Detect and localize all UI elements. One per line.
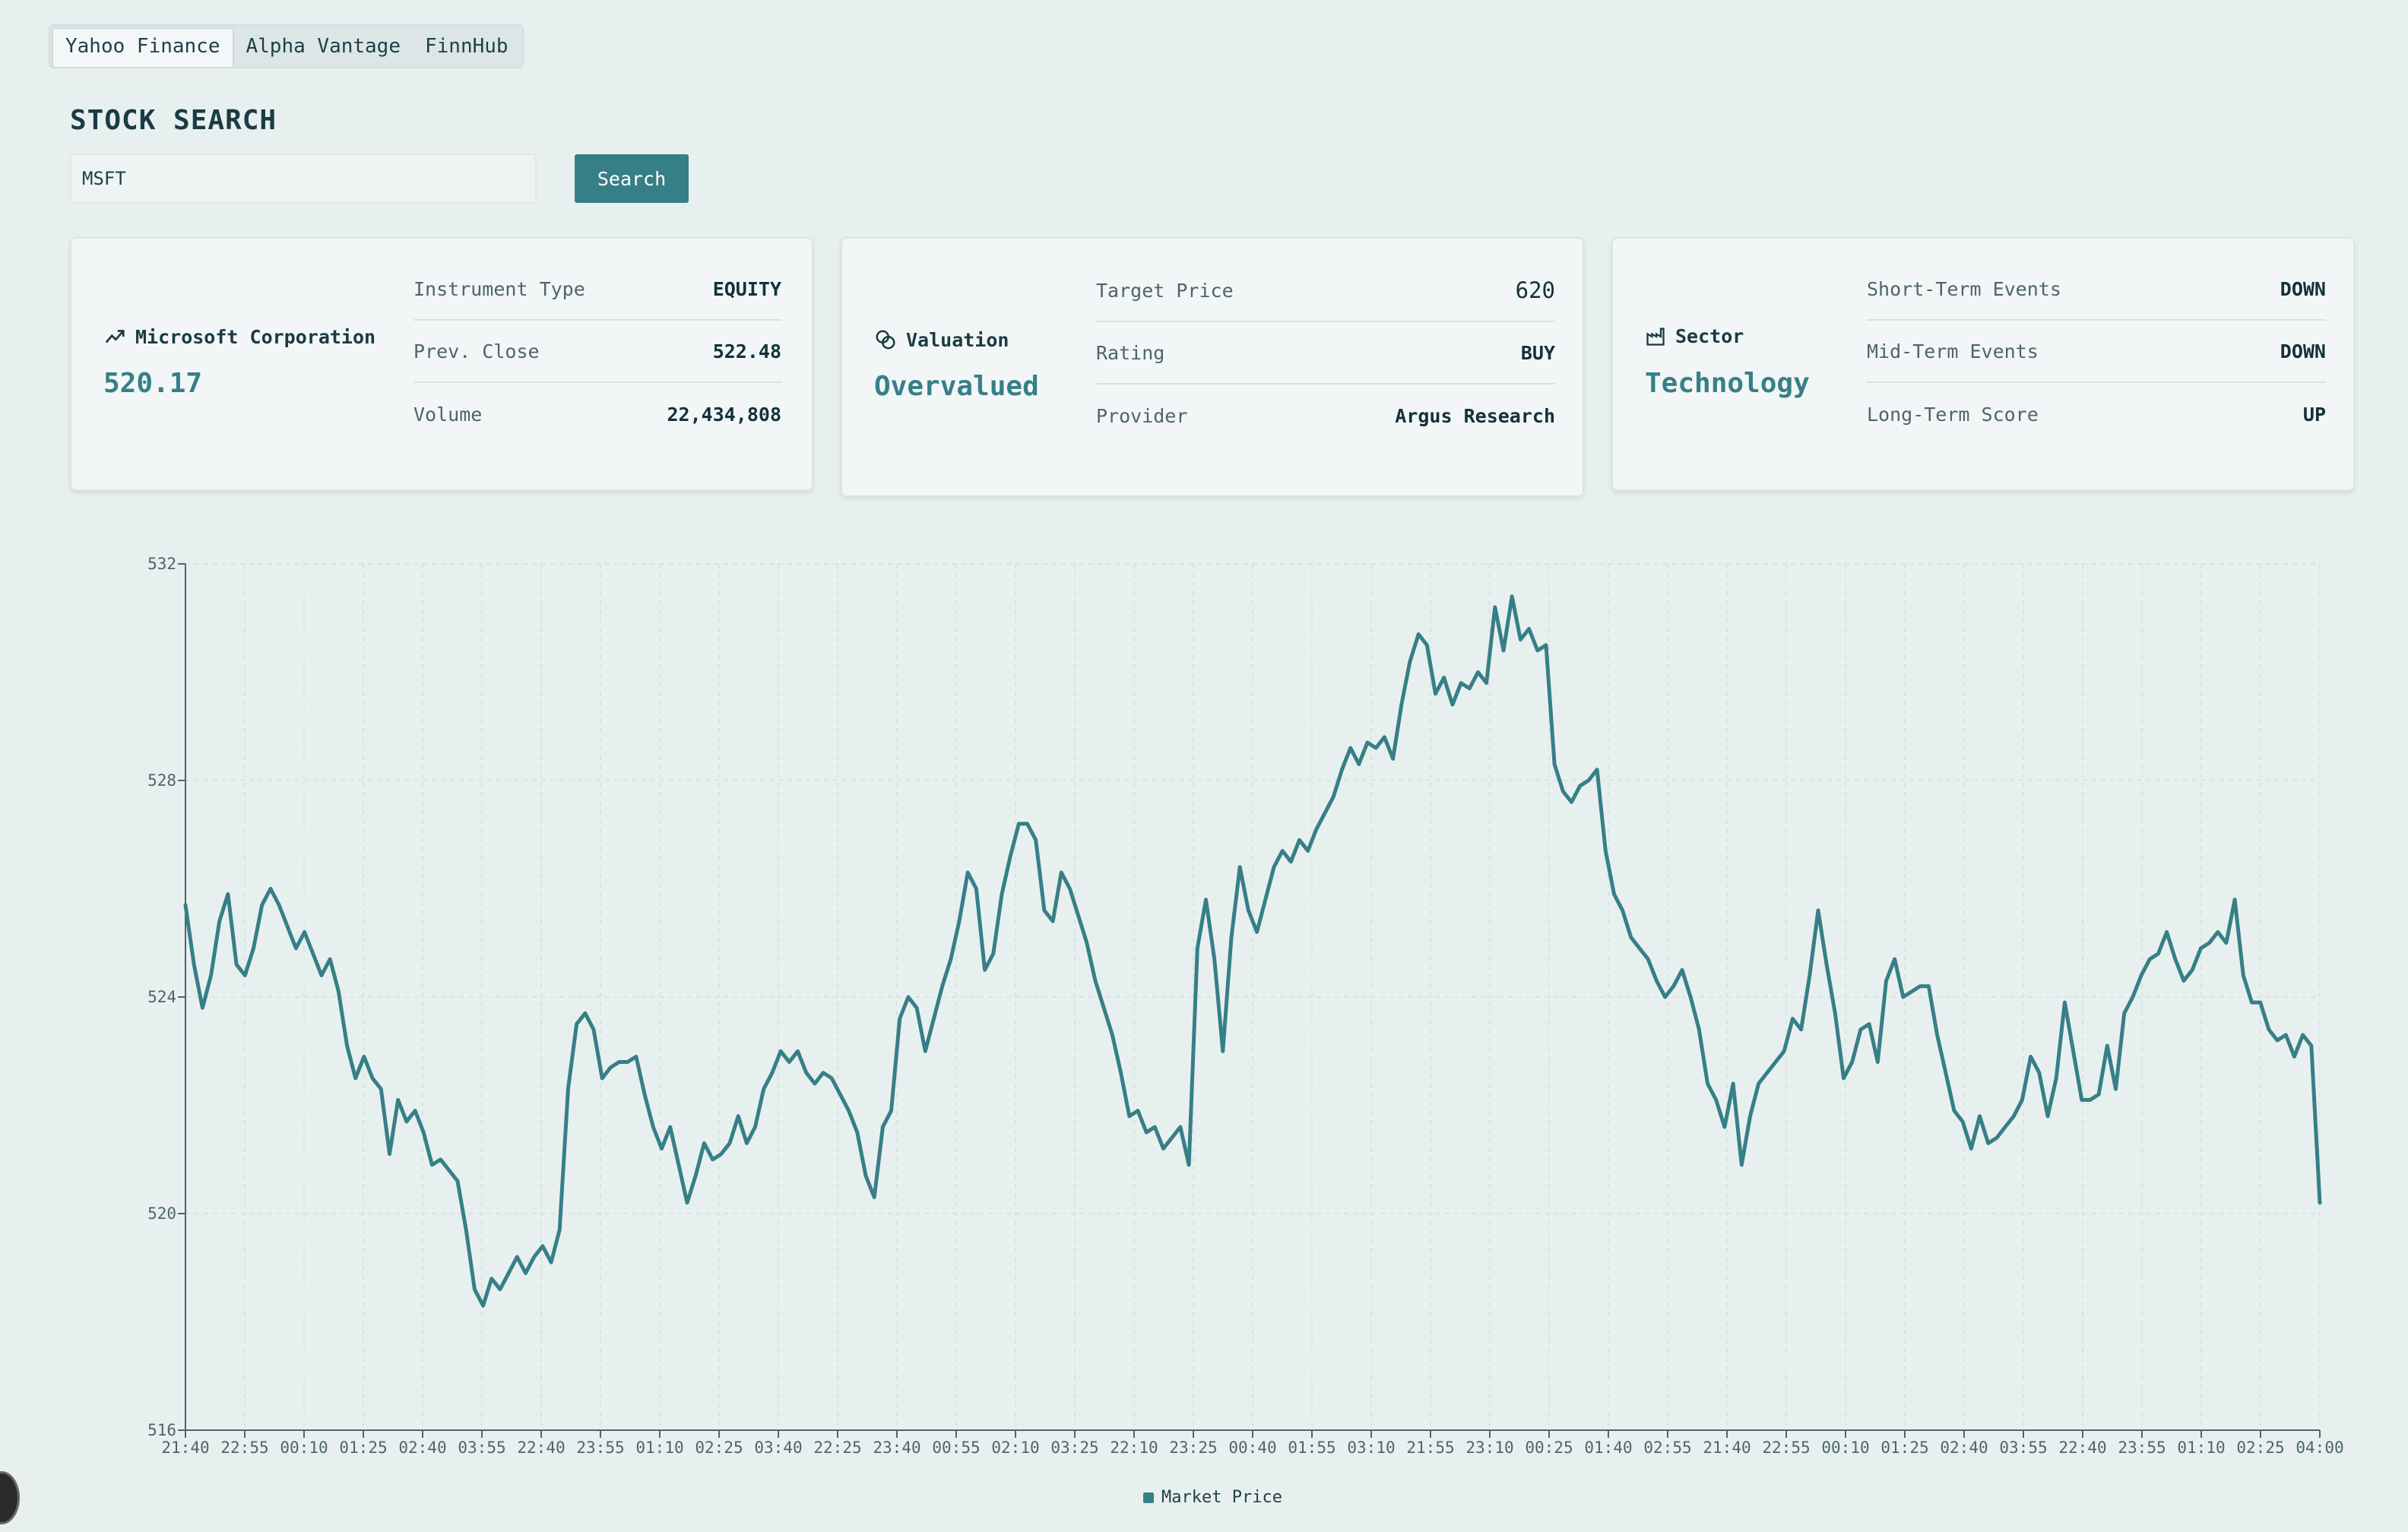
- series-line-market-price: [183, 594, 2322, 1308]
- company-name: Microsoft Corporation: [135, 325, 376, 348]
- x-tick-label: 01:40: [1584, 1439, 1632, 1457]
- detail-value: 22,434,808: [667, 403, 781, 426]
- detail-row: Target Price 620: [1096, 260, 1555, 322]
- quote-details: Instrument Type EQUITY Prev. Close 522.48 …: [413, 258, 781, 445]
- x-tick-label: 00:55: [932, 1439, 980, 1457]
- provider-tabs: Yahoo Finance Alpha Vantage FinnHub: [49, 24, 524, 68]
- x-tick-label: 00:40: [1228, 1439, 1276, 1457]
- x-tick-label: 23:40: [873, 1439, 920, 1457]
- tab-alpha-vantage[interactable]: Alpha Vantage: [246, 35, 401, 58]
- detail-value: EQUITY: [712, 277, 781, 300]
- sector-details: Short-Term Events DOWN Mid-Term Events DOW…: [1867, 258, 2326, 445]
- factory-icon: [1646, 327, 1665, 346]
- y-tick-label: 520: [147, 1204, 176, 1223]
- y-tick-label: 524: [147, 988, 176, 1006]
- sector-value: Technology: [1645, 368, 1810, 399]
- sector-card: Sector Technology Short-Term Events DOWN …: [1611, 237, 2355, 491]
- x-tick-label: 01:10: [635, 1439, 683, 1457]
- x-tick-label: 01:25: [1880, 1439, 1928, 1457]
- detail-row: Provider Argus Research: [1096, 385, 1555, 447]
- valuation-details: Target Price 620 Rating BUY Provider Argus …: [1096, 260, 1555, 447]
- x-tick-label: 22:10: [1110, 1439, 1158, 1457]
- x-tick-label: 02:10: [991, 1439, 1039, 1457]
- detail-value: Argus Research: [1395, 404, 1555, 427]
- x-tick-label: 04:00: [2296, 1439, 2343, 1457]
- detail-value: 522.48: [712, 340, 781, 362]
- legend-swatch: [1143, 1492, 1154, 1503]
- detail-label: Target Price: [1096, 279, 1234, 302]
- detail-value: BUY: [1520, 341, 1555, 364]
- valuation-card: Valuation Overvalued Target Price 620 Rat…: [841, 237, 1584, 497]
- y-tick-label: 532: [147, 555, 176, 573]
- chart-legend: Market Price: [1143, 1488, 1282, 1507]
- sector-heading: Sector: [1675, 325, 1744, 347]
- x-tick-label: 23:55: [2118, 1439, 2166, 1457]
- y-tick-label: 516: [147, 1421, 176, 1439]
- detail-value: UP: [2302, 403, 2326, 426]
- detail-row: Mid-Term Events DOWN: [1867, 321, 2326, 383]
- x-tick-label: 01:55: [1288, 1439, 1335, 1457]
- x-tick-label: 00:10: [1821, 1439, 1869, 1457]
- x-tick-label: 22:40: [2058, 1439, 2106, 1457]
- x-tick-label: 22:40: [517, 1439, 565, 1457]
- detail-row: Prev. Close 522.48: [413, 321, 781, 383]
- valuation-heading: Valuation: [906, 328, 1009, 351]
- detail-label: Short-Term Events: [1867, 277, 2061, 300]
- detail-row: Short-Term Events DOWN: [1867, 258, 2326, 321]
- detail-row: Volume 22,434,808: [413, 383, 781, 445]
- x-tick-label: 00:10: [280, 1439, 328, 1457]
- x-tick-label: 00:25: [1525, 1439, 1573, 1457]
- detail-value: DOWN: [2280, 340, 2326, 362]
- detail-row: Instrument Type EQUITY: [413, 258, 781, 321]
- y-tick-label: 528: [147, 771, 176, 790]
- x-tick-label: 02:40: [1940, 1439, 1988, 1457]
- x-tick-label: 03:10: [1347, 1439, 1395, 1457]
- quote-card-header: Microsoft Corporation: [103, 325, 375, 348]
- current-price: 520.17: [103, 368, 203, 399]
- x-tick-label: 03:40: [754, 1439, 802, 1457]
- x-tick-label: 21:55: [1406, 1439, 1454, 1457]
- x-tick-label: 22:55: [1762, 1439, 1810, 1457]
- legend-label: Market Price: [1161, 1488, 1282, 1507]
- x-tick-label: 03:25: [1050, 1439, 1098, 1457]
- x-tick-label: 23:25: [1169, 1439, 1217, 1457]
- search-input[interactable]: [70, 154, 537, 204]
- valuation-status: Overvalued: [874, 371, 1039, 402]
- search-button[interactable]: Search: [575, 154, 689, 203]
- detail-value: DOWN: [2280, 277, 2326, 300]
- tab-finnhub[interactable]: FinnHub: [425, 35, 509, 58]
- valuation-card-header: Valuation: [874, 328, 1009, 351]
- detail-label: Prev. Close: [413, 340, 540, 362]
- detail-label: Instrument Type: [413, 277, 585, 300]
- coins-icon: [876, 330, 895, 350]
- x-tick-label: 22:25: [813, 1439, 861, 1457]
- detail-label: Provider: [1096, 404, 1188, 427]
- x-tick-label: 21:40: [1703, 1439, 1751, 1457]
- detail-label: Volume: [413, 403, 483, 426]
- x-tick-label: 01:10: [2177, 1439, 2225, 1457]
- trending-icon: [105, 330, 125, 343]
- quote-card: Microsoft Corporation 520.17 Instrument …: [70, 237, 813, 491]
- x-tick-label: 03:55: [458, 1439, 505, 1457]
- x-tick-label: 02:55: [1643, 1439, 1691, 1457]
- x-tick-label: 21:40: [161, 1439, 209, 1457]
- x-tick-label: 22:55: [220, 1439, 268, 1457]
- detail-row: Long-Term Score UP: [1867, 383, 2326, 445]
- detail-label: Mid-Term Events: [1867, 340, 2039, 362]
- detail-label: Rating: [1096, 341, 1165, 364]
- price-chart: 516 520 524 528 532 21:40 22:55 00:10 01:25 02:40…: [147, 555, 2344, 1457]
- detail-value: 620: [1515, 277, 1555, 303]
- detail-label: Long-Term Score: [1867, 403, 2039, 426]
- detail-row: Rating BUY: [1096, 322, 1555, 385]
- sector-card-header: Sector: [1645, 325, 1744, 347]
- x-tick-label: 03:55: [1999, 1439, 2047, 1457]
- x-tick-label: 01:25: [339, 1439, 387, 1457]
- x-tick-label: 02:25: [695, 1439, 743, 1457]
- tab-yahoo-finance[interactable]: Yahoo Finance: [52, 27, 234, 68]
- x-tick-label: 02:40: [398, 1439, 446, 1457]
- page-title: STOCK SEARCH: [70, 105, 277, 136]
- x-tick-label: 02:25: [2236, 1439, 2284, 1457]
- x-tick-label: 23:55: [576, 1439, 624, 1457]
- x-tick-label: 23:10: [1465, 1439, 1513, 1457]
